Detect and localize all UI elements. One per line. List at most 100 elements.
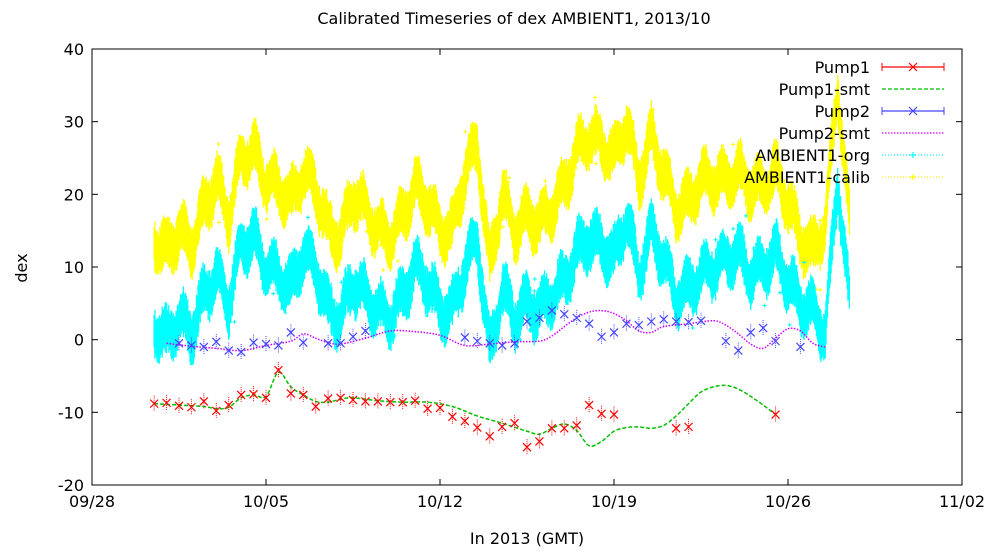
- data-point: [796, 342, 805, 352]
- data-point: [609, 327, 619, 337]
- data-point: [671, 423, 681, 433]
- data-point: [532, 288, 537, 293]
- data-band: [153, 74, 851, 282]
- data-point: [455, 202, 460, 207]
- y-tick-label: 40: [64, 40, 84, 59]
- data-point: [323, 338, 333, 348]
- data-point: [264, 217, 269, 222]
- data-point: [361, 397, 370, 406]
- y-tick-label: 0: [74, 331, 84, 350]
- data-point: [766, 183, 771, 188]
- data-point: [204, 206, 209, 211]
- data-point: [271, 291, 276, 296]
- data-point: [216, 142, 221, 147]
- data-point: [731, 142, 736, 147]
- data-point: [243, 232, 248, 237]
- data-point: [512, 310, 517, 315]
- data-point: [217, 253, 222, 258]
- data-point: [547, 306, 557, 316]
- data-point: [290, 162, 295, 167]
- data-point: [196, 202, 201, 207]
- data-point: [448, 412, 457, 422]
- data-point: [731, 226, 736, 231]
- data-point: [597, 409, 606, 419]
- data-point: [559, 309, 569, 319]
- data-point: [696, 316, 706, 326]
- data-point: [433, 307, 438, 312]
- data-point: [305, 215, 310, 220]
- data-point: [174, 338, 184, 348]
- data-point: [771, 410, 780, 419]
- y-tick-label: -20: [58, 476, 84, 495]
- data-point: [787, 322, 792, 327]
- data-point: [489, 239, 494, 244]
- data-point: [594, 161, 599, 166]
- data-point: [634, 320, 644, 330]
- data-point: [716, 246, 721, 251]
- data-point: [532, 276, 537, 281]
- data-point: [584, 319, 594, 329]
- data-point: [286, 327, 296, 337]
- data-point: [497, 422, 507, 432]
- data-point: [218, 285, 223, 290]
- data-point: [771, 336, 780, 346]
- data-point: [377, 206, 382, 211]
- data-point: [597, 332, 606, 342]
- y-tick-label: 30: [64, 113, 84, 132]
- data-point: [535, 436, 544, 446]
- data-point: [217, 220, 222, 225]
- data-point: [419, 207, 424, 212]
- data-point: [568, 280, 573, 285]
- data-point: [423, 404, 432, 414]
- data-point: [671, 317, 681, 326]
- data-point: [236, 347, 246, 357]
- x-tick-label: 11/02: [939, 492, 985, 511]
- data-point: [818, 287, 823, 292]
- y-tick-label: -10: [58, 403, 84, 422]
- data-point: [433, 273, 438, 278]
- x-tick-label: 10/19: [591, 492, 637, 511]
- data-point: [274, 365, 283, 375]
- data-point: [510, 418, 519, 428]
- data-point: [224, 346, 234, 355]
- data-point: [463, 129, 468, 134]
- data-point: [703, 271, 708, 276]
- data-point: [713, 237, 718, 242]
- legend-marker: [908, 62, 918, 72]
- data-point: [622, 319, 631, 329]
- data-point: [286, 389, 296, 398]
- legend-label: Pump1-smt: [779, 80, 870, 99]
- data-point: [373, 397, 383, 406]
- legend-label: AMBIENT1-org: [755, 146, 870, 165]
- data-point: [339, 280, 344, 285]
- x-tick-label: 10/26: [765, 492, 811, 511]
- data-point: [323, 394, 333, 403]
- data-point: [470, 223, 475, 228]
- data-point: [392, 333, 397, 338]
- data-point: [510, 338, 519, 348]
- y-tick-label: 20: [64, 185, 84, 204]
- data-point: [626, 224, 631, 229]
- data-point: [403, 205, 408, 210]
- data-point: [485, 338, 495, 348]
- data-point: [171, 259, 176, 264]
- data-point: [364, 229, 369, 234]
- series-Pump2-smt: [166, 309, 826, 352]
- data-point: [199, 397, 209, 406]
- data-point: [650, 107, 655, 112]
- data-point: [178, 300, 183, 305]
- data-point: [232, 319, 237, 324]
- data-point: [187, 402, 196, 412]
- data-point: [211, 337, 221, 347]
- legend-label: Pump1: [815, 58, 870, 77]
- data-point: [174, 401, 184, 411]
- data-point: [684, 422, 693, 432]
- data-point: [472, 423, 482, 433]
- data-point: [762, 303, 767, 308]
- data-point: [298, 390, 308, 400]
- data-point: [326, 309, 331, 314]
- data-band: [153, 167, 851, 366]
- y-tick-label: 10: [64, 258, 84, 277]
- data-point: [385, 397, 395, 407]
- data-point: [522, 442, 532, 452]
